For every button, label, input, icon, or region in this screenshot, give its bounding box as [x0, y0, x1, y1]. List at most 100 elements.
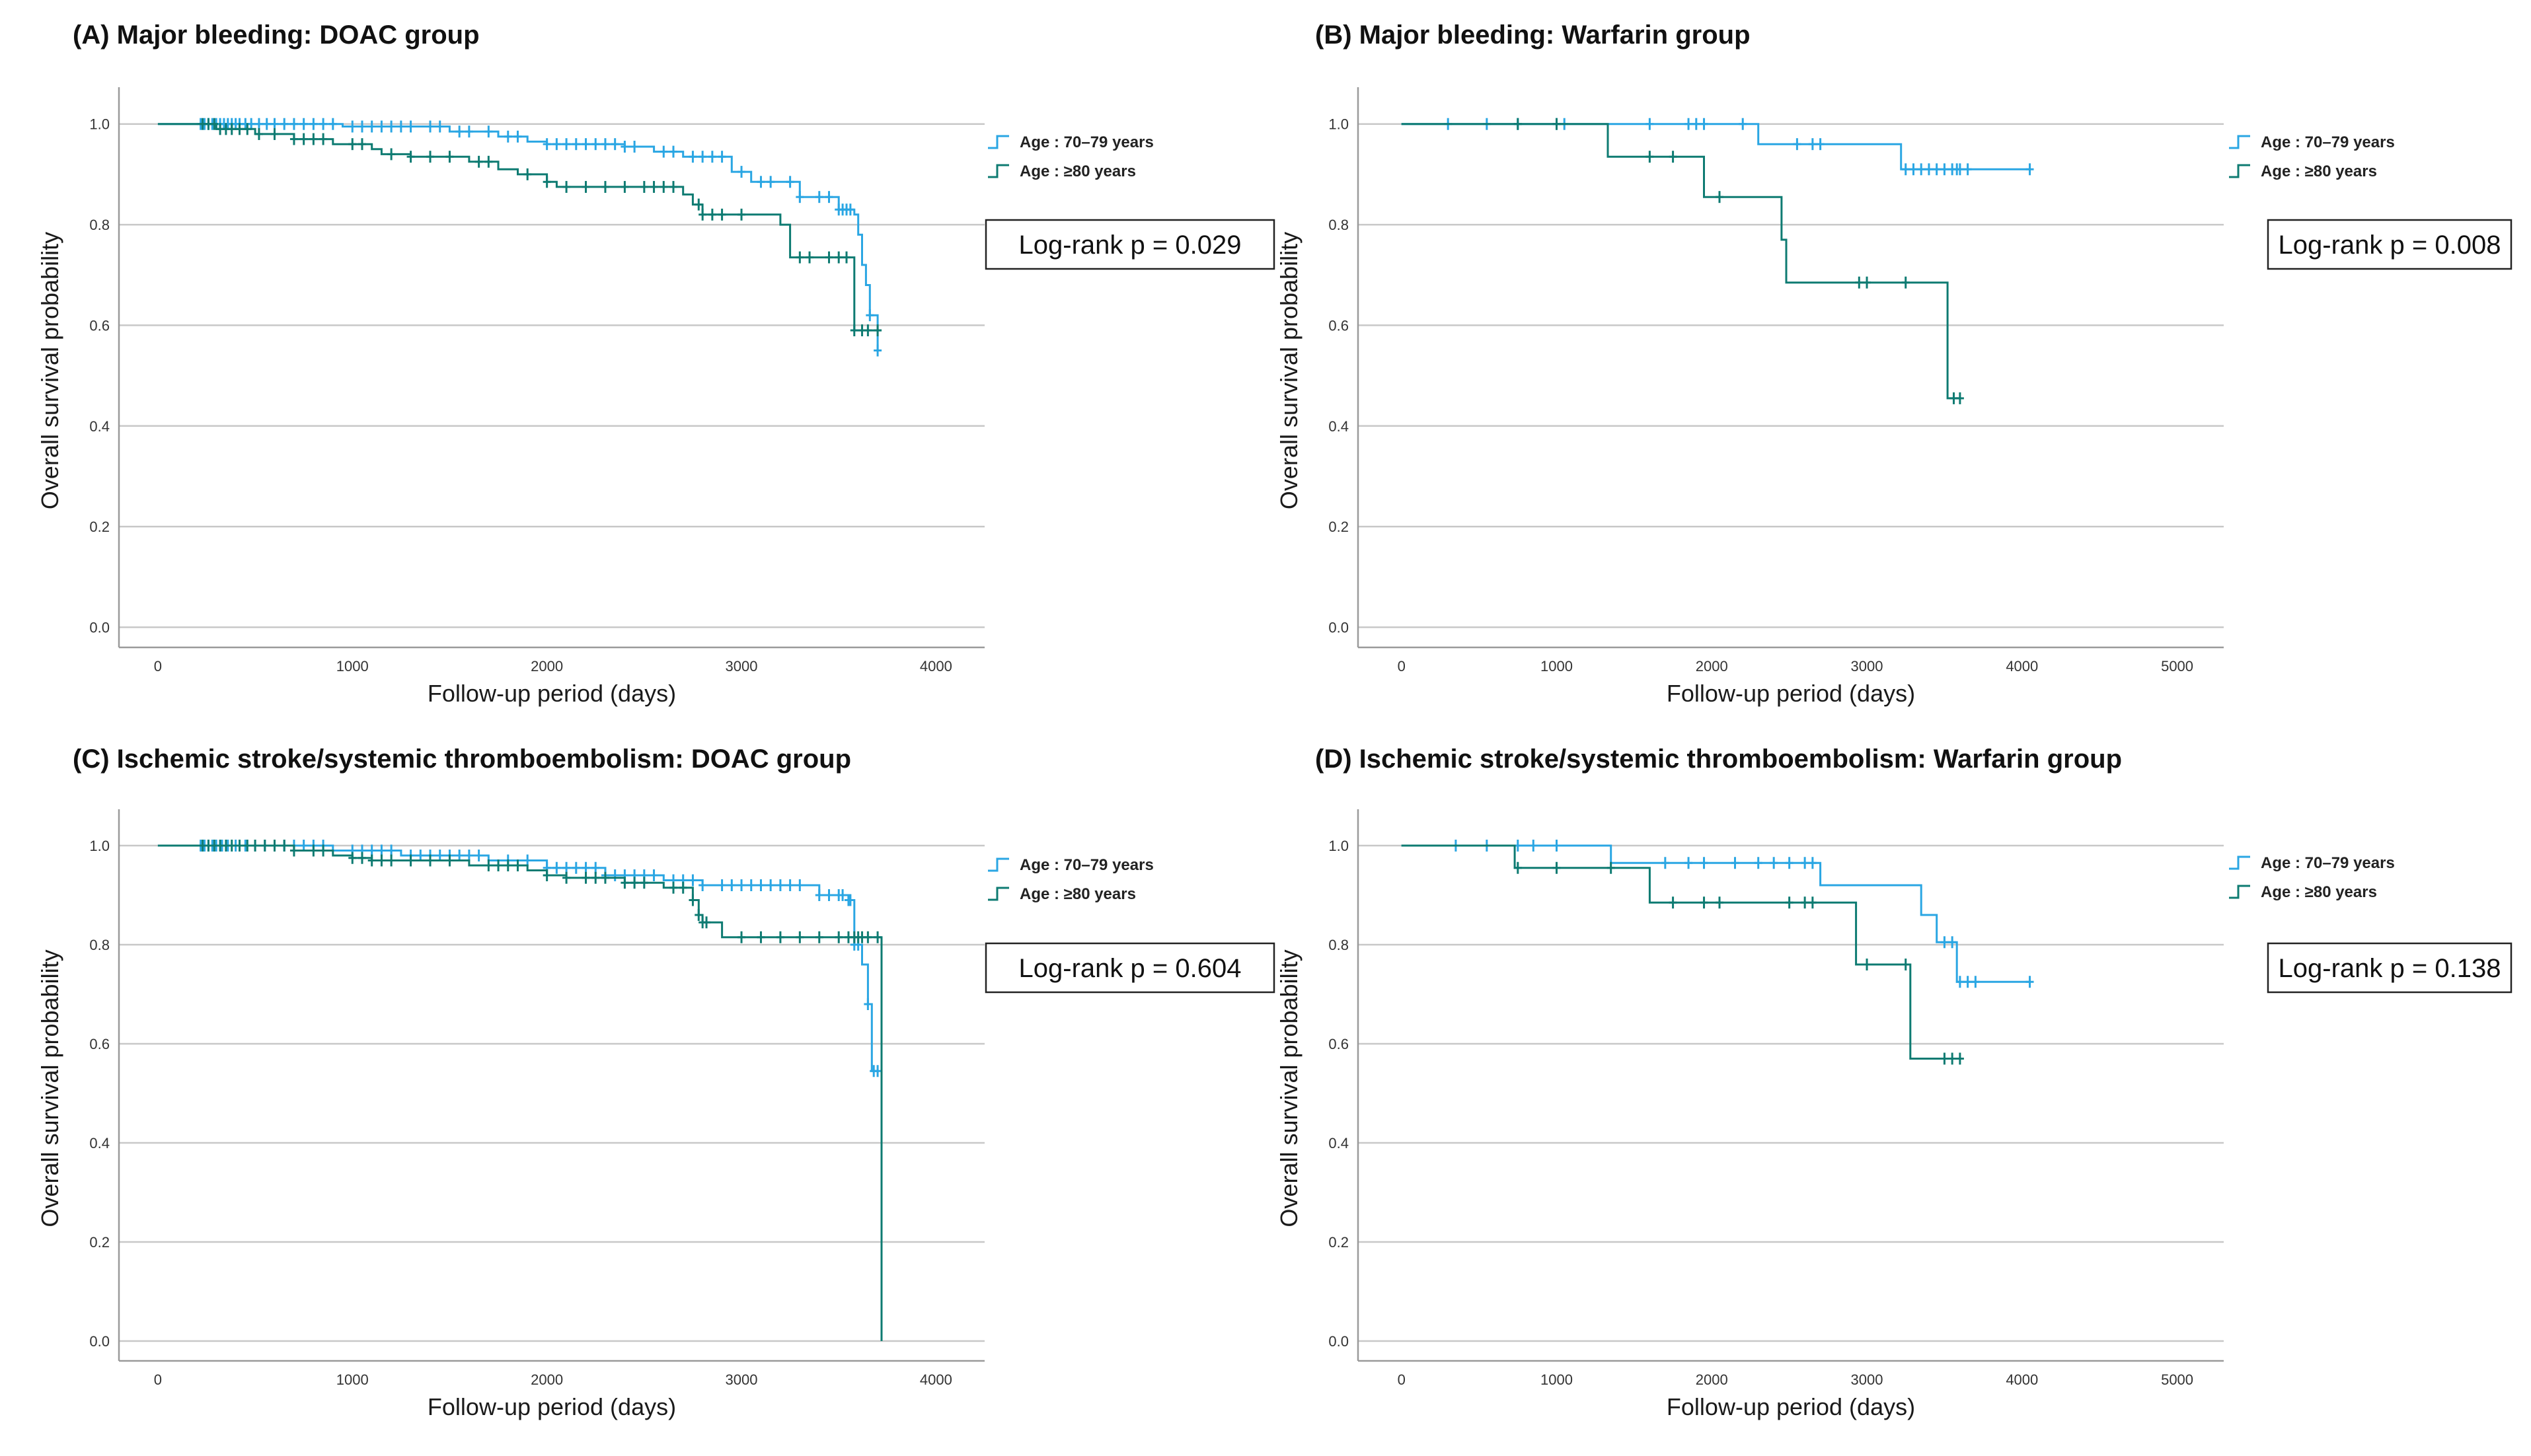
x-axis-title: Follow-up period (days)	[428, 1393, 676, 1420]
censor-mark	[552, 861, 561, 874]
censor-mark	[757, 176, 765, 188]
legend-label: Age : 70–79 years	[2261, 854, 2395, 872]
censor-mark	[825, 191, 833, 203]
censor-mark	[669, 180, 677, 193]
chart-title: (D) Ischemic stroke/systemic thromboembo…	[1315, 745, 2122, 774]
censor-mark	[504, 130, 512, 143]
censor-mark	[660, 180, 668, 193]
censor-mark	[1700, 118, 1708, 130]
log-rank-annotation: Log-rank p = 0.029	[1019, 231, 1242, 260]
censor-mark	[254, 127, 263, 140]
y-tick-label: 1.0	[1328, 838, 1349, 854]
censor-mark	[387, 854, 396, 867]
censor-mark	[523, 168, 532, 180]
censor-mark	[251, 840, 260, 852]
x-tick-label: 1000	[1540, 1371, 1573, 1388]
censor-mark	[348, 120, 357, 133]
chart-panel-2: (C) Ischemic stroke/systemic thromboembo…	[36, 745, 1275, 1420]
censor-mark	[445, 854, 454, 867]
censor-mark	[650, 869, 658, 881]
censor-mark	[1955, 163, 1964, 176]
censor-mark	[513, 859, 522, 871]
censor-mark	[1955, 392, 1964, 404]
censor-mark	[842, 251, 850, 264]
censor-mark	[1606, 861, 1615, 874]
censor-mark	[1692, 118, 1700, 130]
censor-mark	[864, 324, 872, 337]
censor-mark	[695, 909, 703, 921]
censor-mark	[1863, 959, 1871, 970]
legend-label: Age : 70–79 years	[1020, 133, 1154, 151]
censor-mark	[630, 877, 639, 889]
x-tick-label: 0	[154, 658, 162, 674]
censor-mark	[319, 118, 328, 130]
censor-mark	[850, 324, 858, 337]
legend-label: Age : ≥80 years	[2261, 163, 2377, 180]
x-tick-label: 2000	[1696, 1371, 1728, 1388]
censor-mark	[474, 155, 483, 168]
censor-mark	[1513, 118, 1522, 130]
y-tick-label: 0.8	[1328, 217, 1349, 233]
x-tick-label: 4000	[920, 1371, 952, 1388]
x-tick-label: 3000	[1851, 658, 1883, 674]
censor-mark	[776, 931, 784, 943]
censor-mark	[611, 138, 619, 151]
log-rank-annotation: Log-rank p = 0.008	[2279, 231, 2501, 260]
censor-mark	[650, 180, 658, 193]
censor-mark	[728, 879, 736, 891]
x-tick-label: 4000	[920, 658, 952, 674]
x-tick-label: 1000	[1540, 658, 1573, 674]
censor-mark	[1948, 936, 1957, 949]
censor-mark	[260, 840, 269, 852]
censor-mark	[737, 931, 746, 943]
survival-curve-series-1	[157, 123, 882, 332]
censor-mark	[1901, 163, 1910, 176]
y-tick-label: 0.6	[89, 1036, 110, 1052]
log-rank-box	[985, 219, 1275, 270]
y-tick-label: 0.4	[1328, 418, 1349, 435]
y-tick-label: 0.6	[1328, 317, 1349, 334]
y-tick-label: 1.0	[89, 116, 110, 133]
censor-mark	[1793, 138, 1801, 151]
censor-mark	[825, 251, 833, 264]
censor-mark	[835, 251, 843, 264]
censor-mark	[1863, 276, 1871, 289]
censor-mark	[309, 133, 318, 145]
censor-mark	[1801, 896, 1809, 909]
y-tick-label: 0.0	[89, 1333, 110, 1350]
y-tick-label: 0.2	[89, 519, 110, 535]
censor-mark	[319, 844, 328, 857]
censor-mark	[737, 208, 746, 221]
censor-mark	[601, 180, 609, 193]
censor-mark	[699, 151, 707, 163]
censor-mark	[582, 138, 590, 151]
censor-mark	[796, 931, 804, 943]
censor-mark	[1645, 118, 1654, 130]
censor-mark	[1932, 163, 1941, 176]
legend-swatch	[2229, 135, 2250, 149]
y-tick-label: 0.4	[89, 418, 110, 435]
legend-swatch	[2229, 885, 2250, 899]
censor-mark	[562, 180, 571, 193]
censor-mark	[702, 916, 711, 929]
x-axis-title: Follow-up period (days)	[1667, 680, 1915, 707]
censor-mark	[621, 180, 629, 193]
censor-mark	[757, 879, 765, 891]
censor-mark	[227, 840, 236, 852]
censor-mark	[484, 126, 493, 138]
x-tick-label: 3000	[726, 658, 758, 674]
censor-mark	[874, 1065, 882, 1077]
x-tick-label: 2000	[531, 1371, 563, 1388]
censor-mark	[591, 871, 600, 884]
censor-mark	[601, 138, 609, 151]
log-rank-box	[985, 942, 1275, 994]
y-tick-label: 0.4	[1328, 1135, 1349, 1151]
chart-title: (A) Major bleeding: DOAC group	[73, 20, 480, 50]
censor-mark	[243, 840, 252, 852]
censor-mark	[835, 931, 843, 943]
censor-mark	[1700, 896, 1708, 909]
censor-mark	[611, 869, 619, 881]
censor-mark	[640, 180, 648, 193]
censor-mark	[695, 198, 703, 211]
censor-mark	[1669, 896, 1677, 909]
